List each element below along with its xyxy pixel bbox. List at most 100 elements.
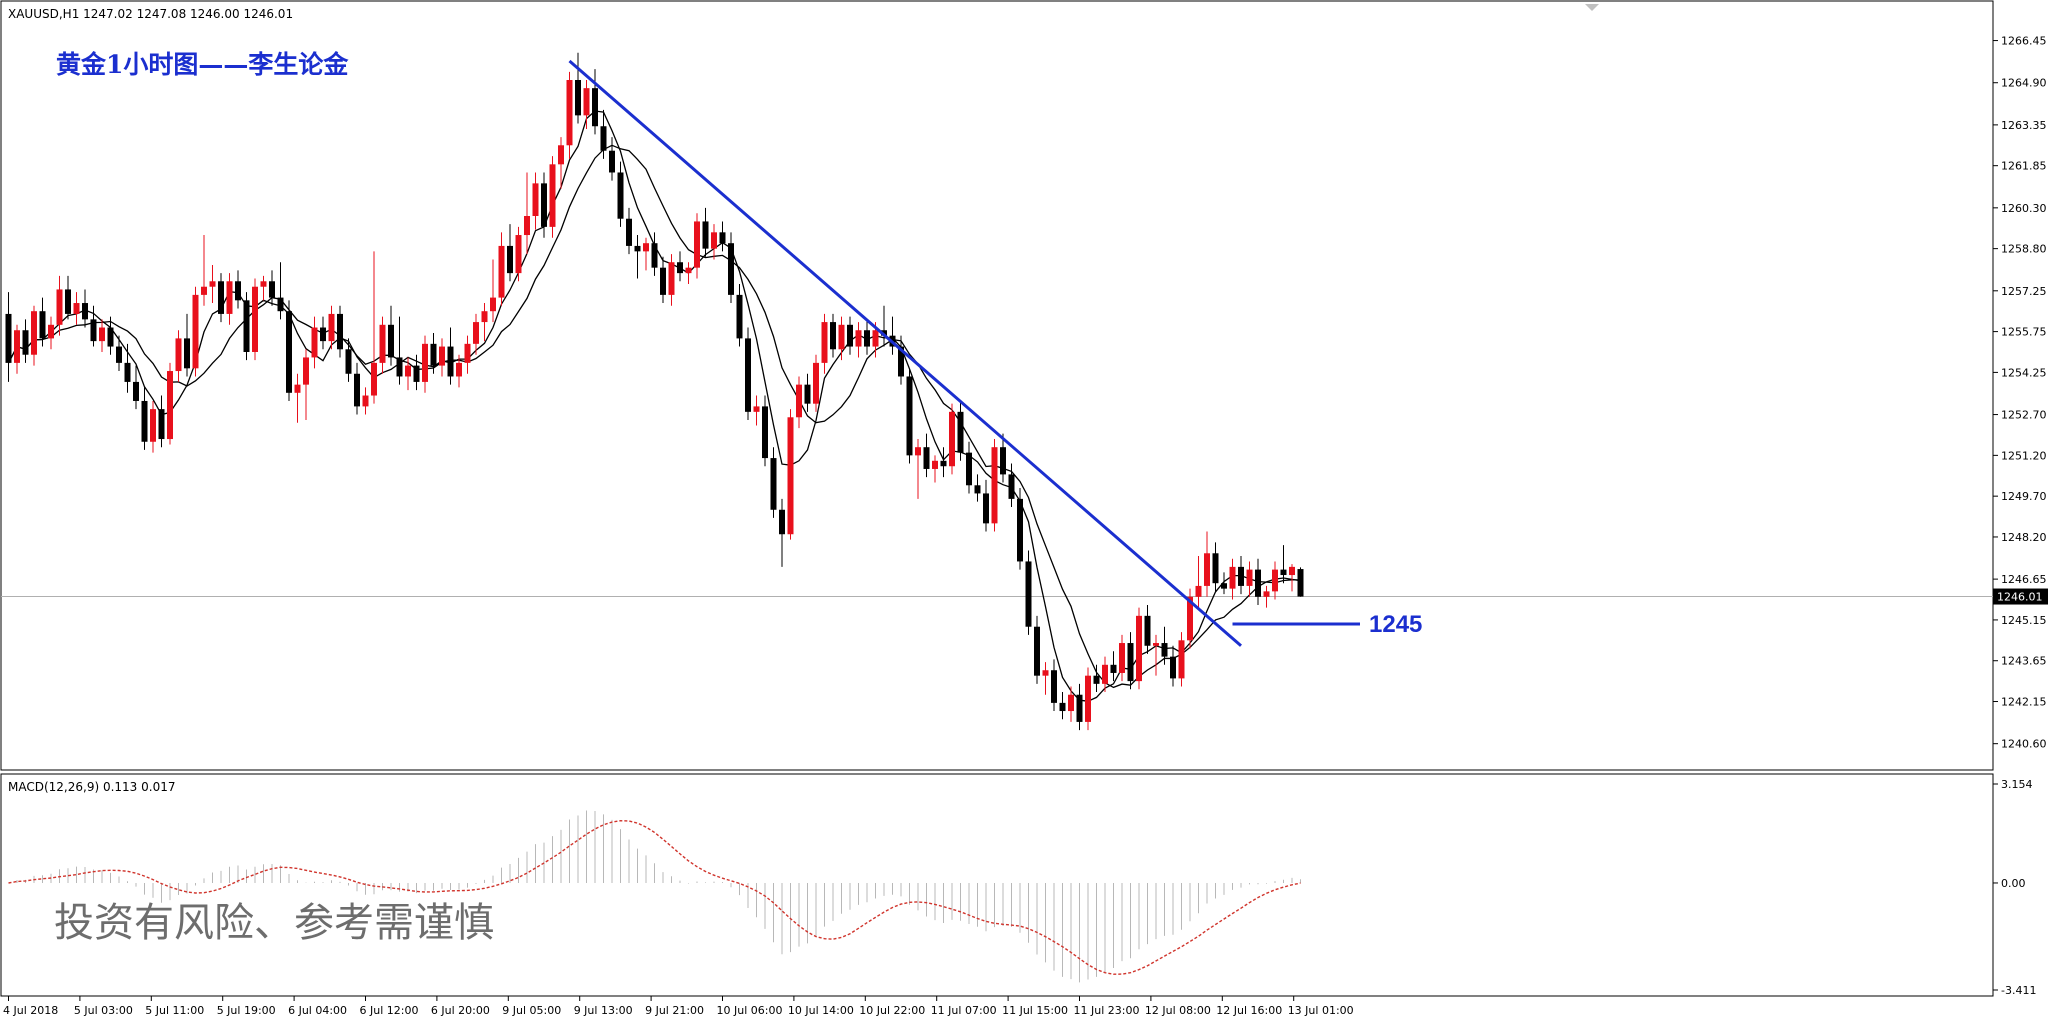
candle-body	[1144, 615, 1151, 646]
candle-body	[345, 349, 352, 374]
candle-body	[1161, 643, 1168, 657]
candle-body	[1297, 569, 1304, 597]
candle-body	[991, 447, 998, 524]
candle	[966, 441, 972, 494]
scroll-marker-icon[interactable]	[1585, 4, 1599, 11]
candle-body	[439, 346, 445, 366]
candle-body	[1110, 664, 1117, 673]
candle-body	[847, 324, 853, 347]
candle	[770, 447, 777, 518]
macd-tick-label: -3.411	[2001, 984, 2036, 997]
candle-body	[388, 324, 394, 358]
candle-body	[218, 281, 224, 314]
candle	[1178, 632, 1185, 687]
candle-body	[1263, 591, 1270, 597]
candle	[583, 80, 590, 129]
candle	[14, 324, 20, 374]
candle-body	[524, 216, 530, 236]
candle	[243, 292, 250, 361]
candle	[617, 161, 624, 227]
candle	[447, 327, 454, 385]
candle	[1127, 632, 1134, 690]
candle	[1263, 585, 1270, 608]
candle-body	[685, 267, 692, 274]
candle	[813, 354, 819, 412]
candle-body	[753, 406, 760, 412]
candle	[779, 498, 785, 567]
candle	[167, 362, 173, 445]
candle-body	[940, 460, 947, 467]
candle	[371, 251, 377, 404]
candle-body	[396, 357, 403, 377]
candle	[116, 335, 122, 372]
candle	[864, 319, 870, 355]
price-tick-label: 1249.70	[2001, 490, 2047, 503]
candle	[532, 172, 539, 230]
candle	[490, 259, 496, 323]
price-tick-label: 1255.75	[2001, 326, 2047, 339]
candle-body	[405, 365, 411, 377]
candle	[345, 338, 352, 382]
macd-histogram	[16, 810, 1301, 983]
candle	[753, 395, 760, 426]
candle	[1221, 572, 1227, 595]
price-tick-label: 1252.70	[2001, 409, 2047, 422]
candle-body	[90, 319, 97, 342]
candle-body	[923, 447, 930, 469]
candle-body	[1178, 640, 1185, 679]
candle-body	[974, 485, 981, 494]
candle-body	[864, 330, 870, 347]
candle	[524, 172, 530, 255]
candle	[991, 439, 998, 532]
candle	[269, 270, 275, 306]
candle	[82, 289, 88, 328]
time-axis: 4 Jul 2018 5 Jul 03:00 5 Jul 11:00 5 Jul 19…	[3, 996, 1354, 1017]
candle	[260, 275, 267, 301]
candle-body	[422, 343, 428, 382]
candle-body	[447, 346, 454, 377]
candle-body	[328, 313, 335, 342]
candle-body	[787, 417, 794, 535]
candle	[1034, 615, 1040, 684]
time-tick-label: 10 Jul 14:00	[788, 1004, 854, 1017]
candle	[983, 479, 989, 532]
candle	[515, 226, 522, 282]
candle-body	[677, 262, 683, 274]
candle	[1153, 634, 1159, 676]
candle	[294, 373, 301, 423]
candle-body	[1068, 694, 1074, 712]
candle-body	[141, 400, 148, 442]
candle	[328, 305, 335, 350]
candle-body	[82, 303, 88, 320]
candle	[1017, 488, 1023, 570]
candle	[1204, 531, 1210, 597]
candle-body	[490, 297, 496, 312]
candle	[549, 156, 556, 238]
candle	[175, 330, 182, 382]
candle-body	[804, 384, 811, 404]
candle	[413, 354, 420, 391]
candle-body	[1085, 675, 1091, 722]
candle	[1051, 659, 1057, 712]
price-tick-label: 1246.65	[2001, 573, 2047, 586]
price-tick-label: 1257.25	[2001, 285, 2047, 298]
candle	[1161, 626, 1168, 665]
candle	[218, 273, 224, 323]
candle	[830, 313, 836, 358]
time-tick-label: 10 Jul 06:00	[717, 1004, 783, 1017]
candle-body	[898, 346, 904, 377]
candle	[430, 332, 437, 374]
candle	[1255, 558, 1261, 605]
time-tick-label: 10 Jul 22:00	[859, 1004, 925, 1017]
candle	[141, 387, 148, 450]
candle	[422, 335, 428, 393]
candle-body	[813, 362, 819, 404]
candle-body	[838, 324, 845, 350]
candle	[694, 213, 700, 279]
candle	[1042, 662, 1049, 695]
candle	[838, 316, 845, 361]
candle-body	[192, 294, 199, 369]
candle	[685, 262, 692, 284]
time-tick-label: 11 Jul 23:00	[1074, 1004, 1140, 1017]
